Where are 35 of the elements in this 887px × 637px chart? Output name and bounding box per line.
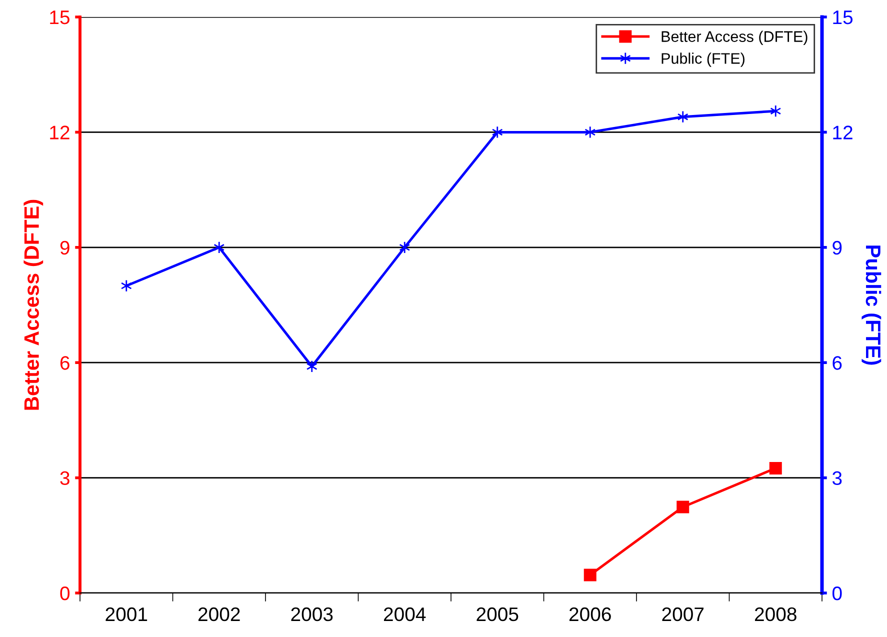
point: [399, 241, 410, 254]
y2-tick-label: 0: [832, 586, 842, 600]
x-tick-label: 2001: [106, 607, 148, 622]
y2-tick-label: 3: [832, 471, 842, 486]
point: [120, 280, 132, 292]
point: [492, 126, 503, 138]
y2-tick-label: 9: [832, 240, 842, 255]
y-tick-label: 0: [60, 586, 70, 600]
point: [677, 110, 688, 124]
x-tick-label: 2003: [291, 607, 333, 622]
y-axis-title: Better Access (DFTE): [24, 200, 44, 410]
y-tick-label: 15: [50, 10, 70, 24]
point: [676, 500, 690, 514]
point: [584, 126, 596, 138]
y-tick-label: 12: [50, 126, 70, 140]
point: [769, 462, 782, 474]
point: [214, 241, 225, 254]
x-tick-label: 2005: [476, 607, 518, 622]
x-tick-label: 2007: [662, 607, 704, 622]
x-tick-label: 2002: [198, 607, 240, 622]
y2-tick-label: 15: [833, 10, 853, 24]
y2-tick-label: 12: [833, 126, 852, 140]
y-tick-label: 9: [60, 240, 70, 255]
y-tick-label: 6: [60, 356, 70, 370]
y-tick-label: 3: [60, 471, 70, 486]
point: [584, 568, 596, 582]
y2-axis-title: Public (FTE): [862, 246, 882, 365]
legend-label: Better Access (DFTE): [662, 30, 808, 45]
point: [770, 104, 782, 118]
point: [306, 360, 318, 373]
legend-label: Public (FTE): [662, 52, 744, 67]
y2-tick-label: 6: [832, 356, 842, 370]
x-tick-label: 2008: [754, 607, 796, 622]
x-tick-label: 2004: [384, 607, 426, 622]
x-tick-label: 2006: [569, 607, 611, 622]
